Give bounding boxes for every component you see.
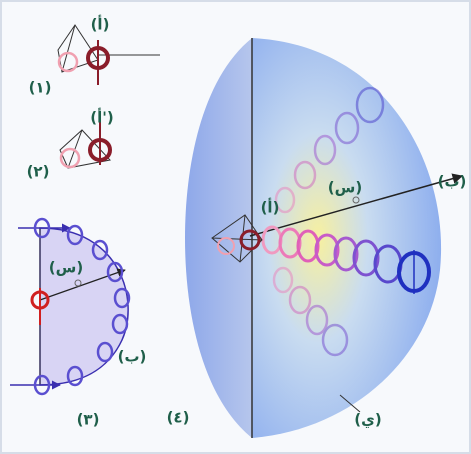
figure-2	[59, 118, 112, 169]
label-s: (س)	[49, 259, 83, 277]
figure-3	[10, 217, 131, 396]
label-4: (٤)	[167, 409, 190, 427]
label-1: (١)	[29, 79, 52, 97]
label-y: (ي)	[354, 411, 381, 430]
faint-chains	[272, 86, 385, 357]
label-b-main: (ب)	[438, 173, 467, 191]
label-a-prime: (أ')	[90, 108, 113, 127]
label-a: (أ)	[91, 15, 110, 34]
label-2: (٢)	[27, 163, 50, 181]
label-3: (٣)	[77, 411, 100, 429]
center-frame	[211, 214, 263, 263]
orbit-chain	[261, 225, 431, 294]
label-b: (ب)	[118, 348, 147, 366]
label-a-main: (أ)	[261, 198, 280, 217]
figure-1	[57, 24, 160, 85]
label-s-main: (س)	[328, 179, 362, 197]
